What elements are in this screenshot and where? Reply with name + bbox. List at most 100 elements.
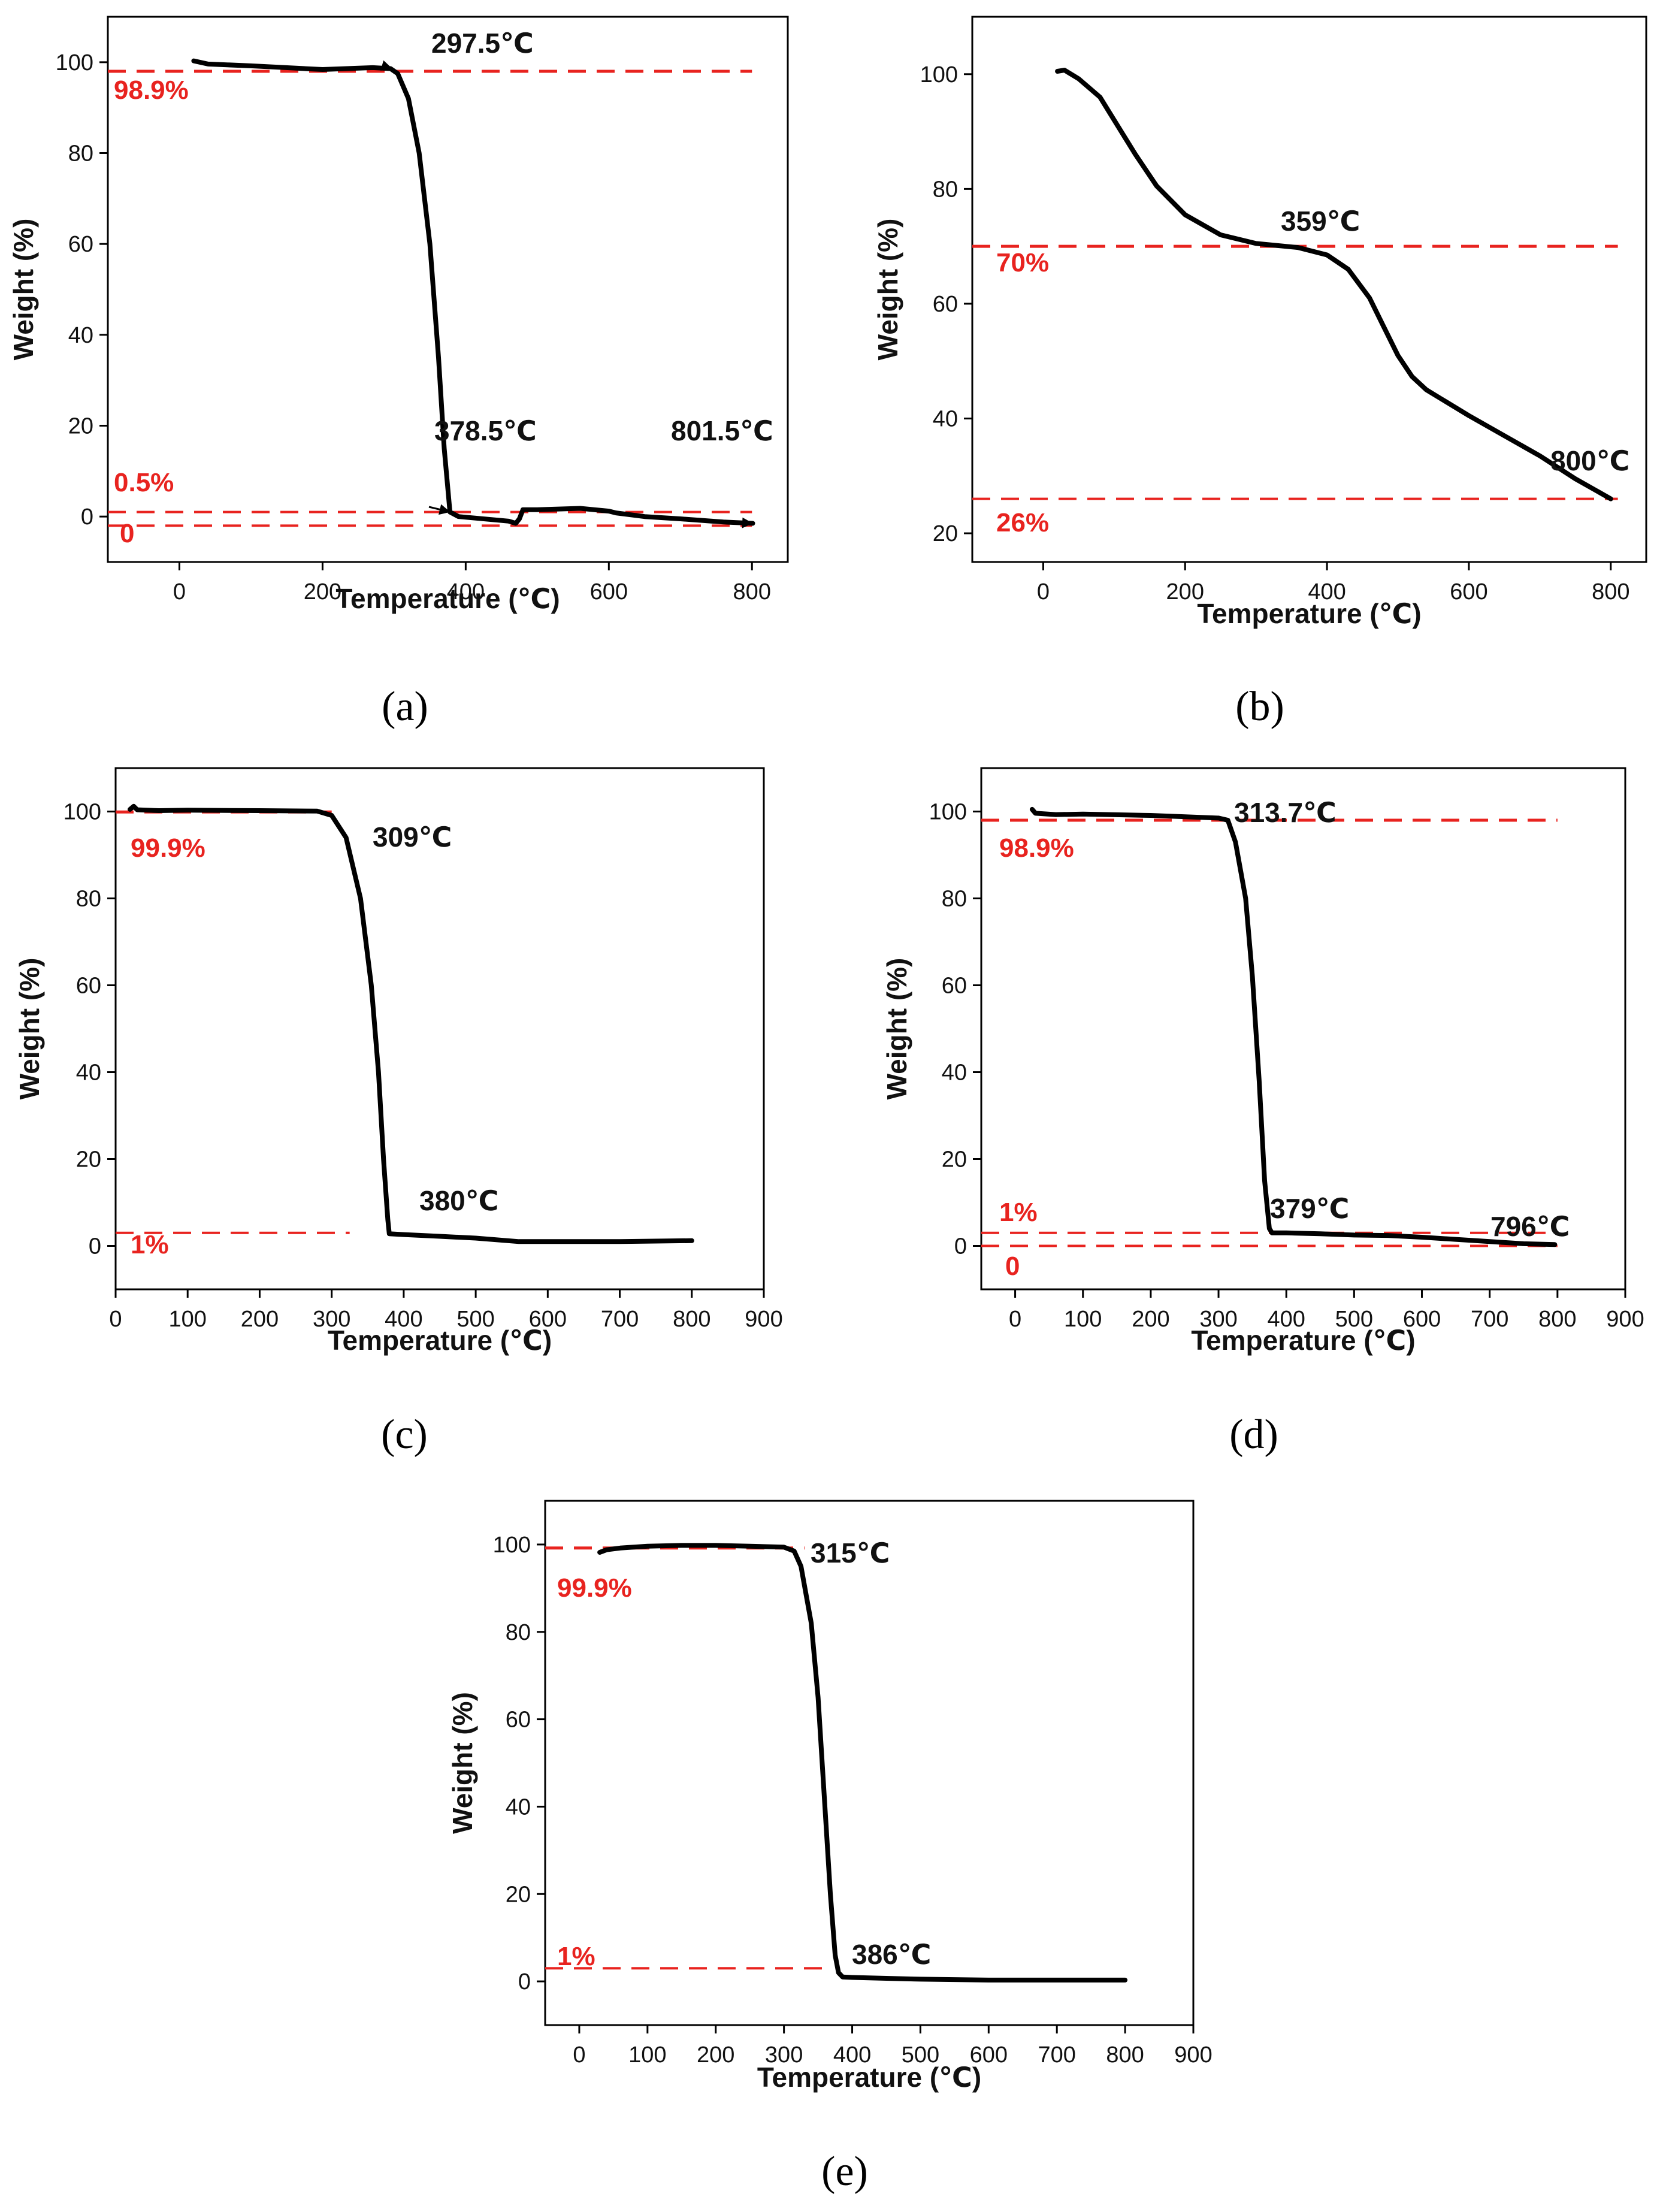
plot-frame <box>544 1500 1195 2026</box>
y-tick-label: 80 <box>942 887 967 912</box>
y-axis-label: Weight (%) <box>8 219 39 361</box>
temperature-annotation: 359℃ <box>1281 206 1360 237</box>
y-tick-label: 100 <box>56 50 93 75</box>
x-tick-label: 500 <box>456 1307 494 1332</box>
x-tick-label: 800 <box>673 1307 710 1332</box>
reference-label: 1% <box>557 1942 595 1971</box>
temperature-annotation: 309℃ <box>373 821 452 853</box>
x-tick-label: 600 <box>1450 579 1487 605</box>
x-tick-label: 400 <box>447 579 485 605</box>
y-tick-label: 100 <box>493 1533 531 1558</box>
x-tick-label: 500 <box>902 2042 939 2068</box>
plot-frame <box>114 767 765 1291</box>
x-tick-label: 800 <box>1592 579 1629 605</box>
y-tick-label: 20 <box>942 1147 967 1173</box>
reference-label: 0.5% <box>114 468 174 497</box>
reference-label: 99.9% <box>131 833 205 863</box>
plot-frame <box>107 16 789 563</box>
x-tick-label: 0 <box>109 1307 122 1332</box>
tga-curve <box>597 1543 1128 1983</box>
y-tick-label: 80 <box>933 177 958 202</box>
y-tick-label: 40 <box>68 323 93 348</box>
x-tick-label: 0 <box>1037 579 1050 605</box>
tga-curve <box>1055 68 1613 501</box>
y-tick-label: 80 <box>68 141 93 167</box>
x-tick-label: 100 <box>628 2042 666 2068</box>
temperature-annotation: 796℃ <box>1490 1211 1570 1242</box>
temperature-annotation: 315℃ <box>811 1537 890 1569</box>
annotation-arrowhead <box>742 517 754 528</box>
y-tick-label: 80 <box>506 1620 531 1645</box>
y-tick-label: 20 <box>76 1147 101 1173</box>
reference-label: 1% <box>999 1198 1038 1227</box>
y-axis-label: Weight (%) <box>872 219 903 361</box>
x-tick-label: 100 <box>1064 1307 1102 1332</box>
x-tick-label: 100 <box>169 1307 207 1332</box>
y-tick-label: 20 <box>68 414 93 439</box>
reference-label: 1% <box>131 1230 169 1259</box>
y-tick-label: 60 <box>506 1708 531 1733</box>
temperature-annotation: 378.5℃ <box>434 415 537 446</box>
temperature-annotation: 380℃ <box>419 1185 498 1216</box>
y-tick-label: 80 <box>76 887 101 912</box>
x-tick-label: 700 <box>601 1307 639 1332</box>
annotation-arrowhead <box>380 60 392 71</box>
x-tick-label: 600 <box>590 579 628 605</box>
y-axis-label: Weight (%) <box>14 958 45 1100</box>
x-tick-label: 200 <box>304 579 341 605</box>
y-tick-label: 100 <box>64 800 101 825</box>
x-axis-label: Temperature (℃) <box>757 2062 981 2093</box>
panel-b: 0 200 400 600 800 20 40 60 80 100 Temperature (℃) W… <box>832 0 1663 755</box>
x-axis-label: Temperature (℃) <box>335 583 560 614</box>
x-tick-label: 400 <box>1308 579 1345 605</box>
reference-label: 26% <box>996 508 1049 537</box>
x-tick-label: 700 <box>1038 2042 1076 2068</box>
x-tick-label: 200 <box>697 2042 734 2068</box>
x-tick-label: 0 <box>573 2042 585 2068</box>
panel-c: 0 100 200 300 400 500 600 700 800 900 0 20 40 60 80 100… <box>0 755 832 1483</box>
panel-label-a: (a) <box>382 684 428 730</box>
panel-a: 0 200 400 600 800 0 20 40 60 80 100 Temperature (℃)… <box>0 0 832 755</box>
panel-label-b: (b) <box>1235 684 1284 730</box>
x-tick-label: 300 <box>765 2042 803 2068</box>
x-tick-label: 900 <box>1174 2042 1212 2068</box>
y-axis-label: Weight (%) <box>447 1692 478 1834</box>
annotation-arrowhead <box>439 504 450 515</box>
x-tick-label: 900 <box>1606 1307 1644 1332</box>
panel-d: 0 100 200 300 400 500 600 700 800 900 0 20 40 60 80 100… <box>832 755 1663 1483</box>
y-tick-label: 20 <box>506 1882 531 1907</box>
chart-c: 0 100 200 300 400 500 600 700 800 900 0 20 40 60 80 100… <box>14 767 783 1356</box>
temperature-annotation: 801.5℃ <box>671 415 773 446</box>
y-axis-label: Weight (%) <box>881 958 912 1100</box>
x-tick-label: 400 <box>1268 1307 1305 1332</box>
reference-label: 99.9% <box>557 1573 632 1603</box>
y-tick-label: 60 <box>933 292 958 317</box>
y-tick-label: 20 <box>933 521 958 546</box>
reference-label: 0 <box>120 519 134 548</box>
y-tick-label: 40 <box>506 1794 531 1820</box>
x-tick-label: 200 <box>1132 1307 1169 1332</box>
x-tick-label: 900 <box>745 1307 782 1332</box>
panel-label-e: (e) <box>821 2148 868 2195</box>
x-tick-label: 0 <box>173 579 186 605</box>
temperature-annotation: 313.7℃ <box>1234 797 1337 828</box>
x-tick-label: 600 <box>1403 1307 1441 1332</box>
y-tick-label: 0 <box>89 1234 101 1259</box>
y-tick-label: 40 <box>933 407 958 432</box>
y-tick-label: 0 <box>81 504 93 530</box>
x-tick-label: 600 <box>970 2042 1008 2068</box>
x-tick-label: 700 <box>1471 1307 1508 1332</box>
panel-label-c: (c) <box>381 1412 428 1458</box>
y-tick-label: 40 <box>76 1060 101 1086</box>
panel-e: 0 100 200 300 400 500 600 700 800 900 0 20 40 60 80 100… <box>431 1483 1263 2212</box>
chart-a: 0 200 400 600 800 0 20 40 60 80 100 Temperature (℃)… <box>8 16 789 614</box>
plot-frame <box>971 16 1647 563</box>
x-tick-label: 200 <box>241 1307 279 1332</box>
y-tick-label: 60 <box>942 974 967 999</box>
y-tick-label: 100 <box>929 800 967 825</box>
reference-label: 0 <box>1005 1252 1020 1281</box>
x-tick-label: 500 <box>1335 1307 1373 1332</box>
x-tick-label: 300 <box>313 1307 350 1332</box>
reference-label: 98.9% <box>999 833 1074 863</box>
x-axis-label: Temperature (℃) <box>328 1325 552 1356</box>
